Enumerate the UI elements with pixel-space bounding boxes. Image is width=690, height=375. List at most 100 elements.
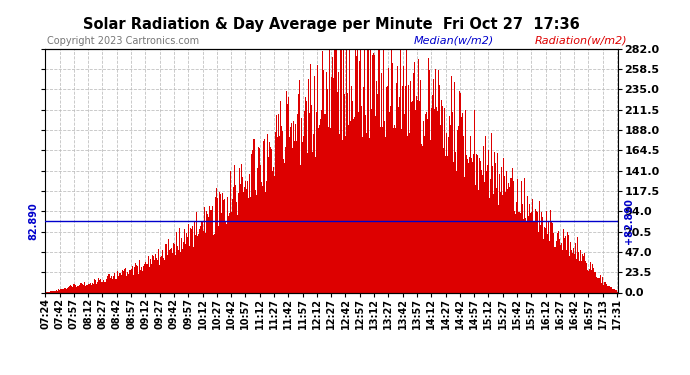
Bar xyxy=(459,90,460,292)
Bar xyxy=(52,291,53,292)
Bar xyxy=(460,93,461,292)
Bar xyxy=(100,279,101,292)
Bar xyxy=(154,260,155,292)
Bar xyxy=(313,134,315,292)
Bar xyxy=(193,247,194,292)
Bar xyxy=(237,215,238,292)
Bar xyxy=(74,284,75,292)
Bar xyxy=(256,195,257,292)
Bar xyxy=(598,278,599,292)
Bar xyxy=(615,290,617,292)
Bar xyxy=(149,267,150,292)
Bar xyxy=(552,224,553,292)
Bar xyxy=(307,153,308,292)
Bar xyxy=(411,102,412,292)
Bar xyxy=(168,239,169,292)
Bar xyxy=(260,165,261,292)
Bar xyxy=(375,116,376,292)
Bar xyxy=(413,74,414,292)
Bar xyxy=(212,206,213,292)
Bar xyxy=(119,273,120,292)
Bar xyxy=(83,285,84,292)
Bar xyxy=(527,195,529,292)
Bar xyxy=(476,154,477,292)
Bar xyxy=(366,133,367,292)
Bar xyxy=(475,185,476,292)
Bar xyxy=(88,284,89,292)
Bar xyxy=(493,152,495,292)
Bar xyxy=(429,70,430,292)
Bar xyxy=(75,285,76,292)
Bar xyxy=(367,49,368,292)
Bar xyxy=(573,248,574,292)
Bar xyxy=(258,147,259,292)
Bar xyxy=(107,276,108,292)
Bar xyxy=(290,123,292,292)
Bar xyxy=(99,280,100,292)
Bar xyxy=(555,242,557,292)
Bar xyxy=(451,76,453,292)
Bar xyxy=(362,136,363,292)
Bar xyxy=(297,114,298,292)
Bar xyxy=(364,49,365,292)
Bar xyxy=(84,282,86,292)
Bar xyxy=(161,256,162,292)
Bar xyxy=(360,49,362,292)
Bar xyxy=(516,202,517,292)
Bar xyxy=(264,192,266,292)
Bar xyxy=(286,90,287,292)
Bar xyxy=(310,98,311,292)
Bar xyxy=(214,234,215,292)
Bar xyxy=(591,270,592,292)
Bar xyxy=(311,105,313,292)
Bar xyxy=(58,290,59,292)
Bar xyxy=(570,242,571,292)
Bar xyxy=(504,176,505,292)
Bar xyxy=(435,69,436,292)
Bar xyxy=(79,283,81,292)
Bar xyxy=(519,212,520,292)
Bar xyxy=(428,58,429,292)
Bar xyxy=(190,228,191,292)
Bar xyxy=(396,83,397,292)
Bar xyxy=(295,158,297,292)
Bar xyxy=(199,229,200,292)
Bar xyxy=(164,260,165,292)
Bar xyxy=(395,128,396,292)
Bar xyxy=(339,50,341,292)
Bar xyxy=(276,115,277,292)
Bar xyxy=(235,184,237,292)
Bar xyxy=(612,289,613,292)
Bar xyxy=(523,219,524,292)
Bar xyxy=(439,85,440,292)
Bar xyxy=(401,129,402,292)
Bar xyxy=(613,289,614,292)
Bar xyxy=(370,49,371,292)
Bar xyxy=(198,234,199,292)
Bar xyxy=(210,210,211,292)
Bar xyxy=(601,283,602,292)
Bar xyxy=(248,174,250,292)
Bar xyxy=(562,251,563,292)
Text: Solar Radiation & Day Average per Minute  Fri Oct 27  17:36: Solar Radiation & Day Average per Minute… xyxy=(83,17,580,32)
Bar xyxy=(533,222,534,292)
Bar xyxy=(581,261,582,292)
Bar xyxy=(233,166,235,292)
Bar xyxy=(78,285,79,292)
Bar xyxy=(138,274,139,292)
Bar xyxy=(333,78,334,292)
Bar xyxy=(357,49,358,292)
Bar xyxy=(224,199,225,292)
Bar xyxy=(263,141,264,292)
Bar xyxy=(162,251,163,292)
Bar xyxy=(353,119,354,292)
Bar xyxy=(221,213,222,292)
Bar xyxy=(124,269,125,292)
Bar xyxy=(166,244,167,292)
Bar xyxy=(270,147,271,292)
Bar xyxy=(398,107,399,292)
Bar xyxy=(442,106,443,292)
Bar xyxy=(351,86,352,292)
Text: 82.890: 82.890 xyxy=(28,202,38,240)
Bar xyxy=(81,283,82,292)
